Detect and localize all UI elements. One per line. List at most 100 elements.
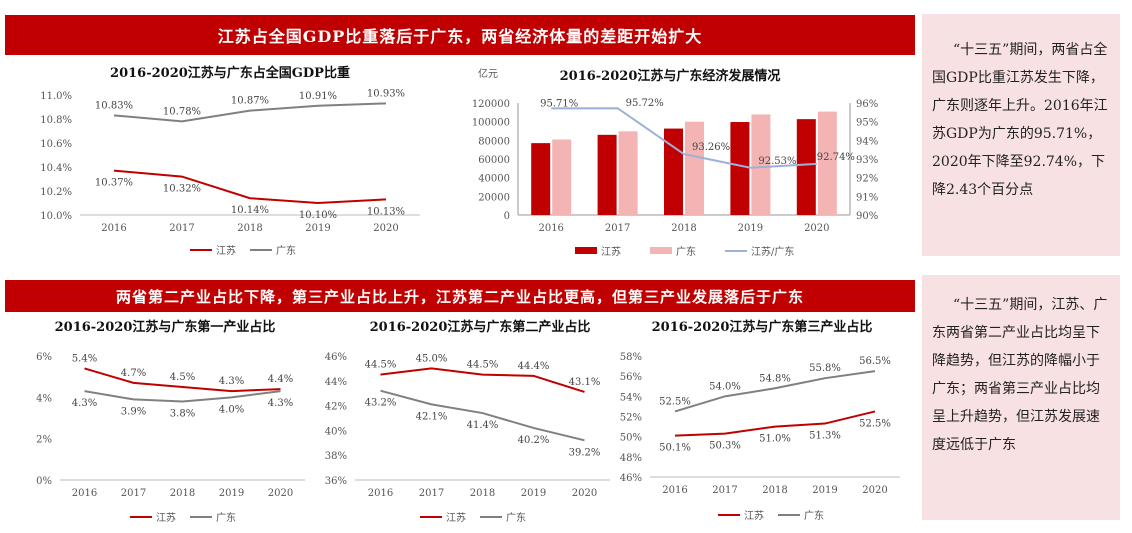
x-tick-label: 2016 [538,223,563,234]
note-industry: “十三五”期间，江苏、广东两省第二产业占比均呈下降趋势，但江苏的降幅小于广东；两… [922,275,1120,520]
chart-title: 2016-2020江苏与广东第三产业占比 [652,319,873,335]
data-label: 10.37% [95,178,133,189]
y-tick-label: 120000 [472,99,510,110]
y2-tick-label: 90% [856,211,878,222]
ratio-data-label: 93.26% [692,142,730,153]
legend-label: 广东 [506,511,526,524]
legend-label: 江苏 [744,509,764,522]
x-tick-label: 2019 [812,485,837,496]
y2-tick-label: 92% [856,174,878,185]
x-tick-label: 2019 [219,488,244,499]
x-tick-label: 2016 [662,485,687,496]
data-label: 10.91% [299,91,337,102]
y-tick-label: 10.0% [40,211,72,222]
x-tick-label: 2017 [121,488,146,499]
y-tick-label: 46% [620,473,642,484]
y-tick-label: 20000 [478,192,510,203]
ratio-data-label: 92.74% [817,152,855,163]
y-tick-label: 40000 [478,174,510,185]
banner-industry: 两省第二产业占比下降，第三产业占比上升，江苏第二产业占比更高，但第三产业发展落后… [5,280,915,312]
x-tick-label: 2017 [169,223,194,234]
x-tick-label: 2020 [572,488,597,499]
y2-tick-label: 94% [856,136,878,147]
data-label: 10.83% [95,100,133,111]
data-label: 10.93% [367,88,405,99]
legend-label: 江苏 [446,511,466,524]
ratio-data-label: 95.71% [540,98,578,109]
x-tick-label: 2020 [268,488,293,499]
ratio-data-label: 92.53% [758,156,796,167]
bar-guangdong [618,131,638,215]
x-tick-label: 2018 [170,488,195,499]
y-axis-label: 亿元 [478,67,498,80]
y-tick-label: 56% [620,372,642,383]
legend-label: 广东 [216,511,236,524]
data-label: 41.4% [467,420,499,431]
line-guangdong [380,389,585,442]
data-label: 54.8% [759,373,791,384]
y2-tick-label: 91% [856,192,878,203]
chart-title: 2016-2020江苏与广东第一产业占比 [55,319,276,335]
y-tick-label: 36% [325,476,347,487]
legend-label: 江苏 [156,511,176,524]
y-tick-label: 0 [504,211,510,222]
x-tick-label: 2017 [712,485,737,496]
bar-jiangsu [796,119,816,215]
y-tick-label: 40% [325,426,347,437]
y-tick-label: 10.4% [40,163,72,174]
data-label: 39.2% [569,447,601,458]
y-tick-label: 11.0% [40,91,72,102]
y-tick-label: 50% [620,433,642,444]
y2-tick-label: 96% [856,99,878,110]
data-label: 10.32% [163,184,201,195]
data-label: 3.9% [121,406,146,417]
data-label: 10.87% [231,96,269,107]
y-tick-label: 44% [325,377,347,388]
data-label: 43.2% [365,398,397,409]
data-label: 42.1% [416,411,448,422]
x-tick-label: 2019 [521,488,546,499]
y-tick-label: 58% [620,352,642,363]
x-tick-label: 2019 [738,223,763,234]
bar-jiangsu [531,143,551,215]
data-label: 43.1% [569,377,601,388]
data-label: 10.78% [163,106,201,117]
data-label: 44.4% [518,361,550,372]
y-tick-label: 54% [620,392,642,403]
data-label: 10.10% [299,210,337,221]
data-label: 4.3% [268,398,293,409]
legend-label: 江苏 [601,245,621,258]
y2-tick-label: 93% [856,155,878,166]
data-label: 40.2% [518,435,550,446]
y-tick-label: 6% [36,352,52,363]
bar-guangdong [552,139,572,215]
data-label: 4.4% [268,374,293,385]
bar-guangdong [817,111,837,215]
data-label: 4.0% [219,404,244,415]
x-tick-label: 2018 [470,488,495,499]
y-tick-label: 100000 [472,118,510,129]
y-tick-label: 38% [325,451,347,462]
legend-label: 广东 [804,509,824,522]
data-label: 10.14% [231,205,269,216]
line-jiangsu [380,367,585,393]
data-label: 10.13% [367,206,405,217]
chart-title: 2016-2020江苏与广东第二产业占比 [370,319,591,335]
x-tick-label: 2018 [671,223,696,234]
legend-swatch [575,247,597,254]
data-label: 56.5% [859,356,891,367]
x-tick-label: 2020 [804,223,829,234]
data-label: 4.5% [170,372,195,383]
y-tick-label: 48% [620,453,642,464]
x-tick-label: 2020 [373,223,398,234]
data-label: 4.3% [219,376,244,387]
chart-title: 2016-2020江苏与广东占全国GDP比重 [110,65,350,81]
ratio-line [551,107,817,169]
y-tick-label: 80000 [478,136,510,147]
y-tick-label: 60000 [478,155,510,166]
x-tick-label: 2016 [72,488,97,499]
data-label: 52.5% [659,396,691,407]
chart-title: 2016-2020江苏与广东经济发展情况 [560,68,781,84]
data-label: 5.4% [72,353,97,364]
legend-label: 江苏 [216,244,236,257]
